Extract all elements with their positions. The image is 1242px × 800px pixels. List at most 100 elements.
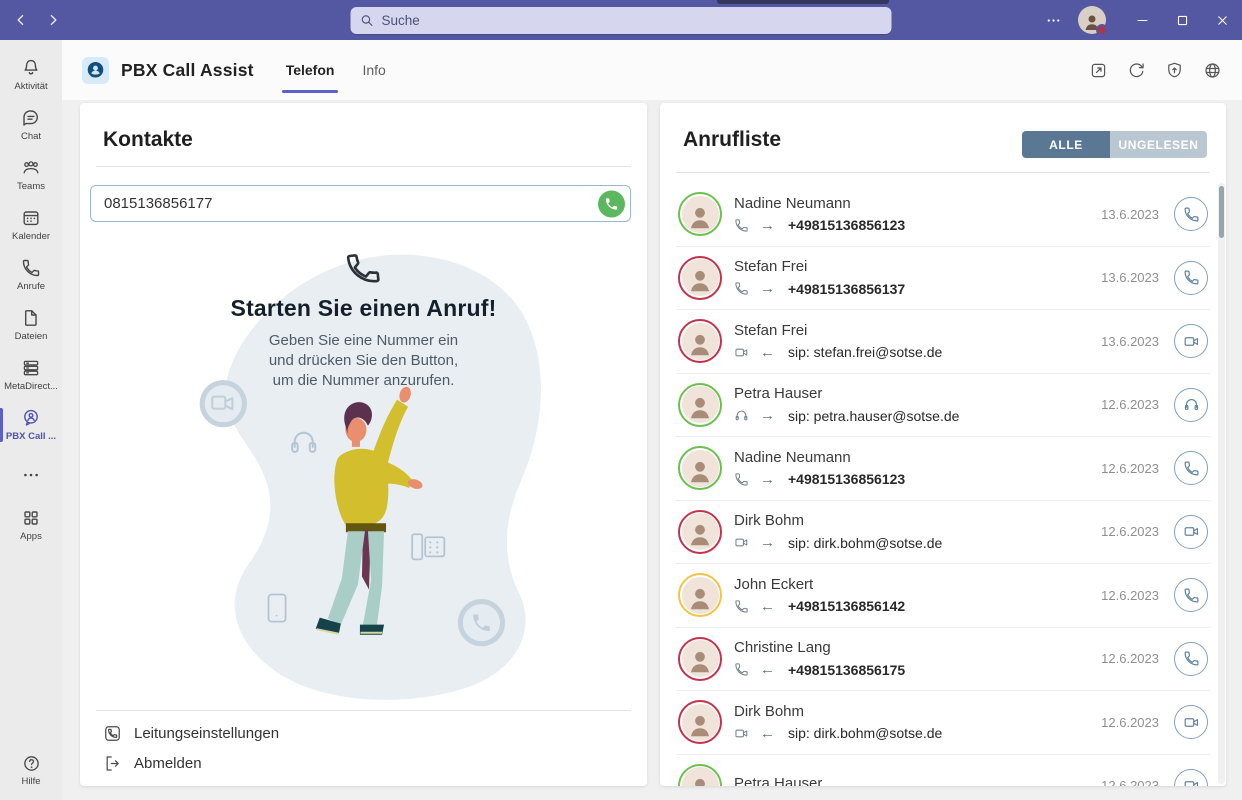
phone-icon	[1183, 587, 1200, 604]
avatar-available	[678, 446, 722, 491]
call-back-button[interactable]	[1174, 578, 1208, 613]
person-icon	[686, 647, 714, 675]
empty-state: Starten Sie einen Anruf! Geben Sie eine …	[80, 250, 647, 391]
call-date: 13.6.2023	[1101, 270, 1159, 286]
minimize-icon	[1135, 13, 1150, 28]
outgoing-arrow: →	[760, 470, 775, 488]
minimize-button[interactable]	[1122, 0, 1162, 40]
video-call-button[interactable]	[1174, 705, 1208, 740]
sidebar-item-teams[interactable]: Teams	[0, 150, 62, 200]
kontakte-panel: Kontakte	[80, 103, 647, 786]
tab-telefon[interactable]: Telefon	[281, 40, 339, 100]
call-list-item[interactable]: Petra Hauser → sip: petra.hauser@sotse.de…	[676, 374, 1210, 437]
call-back-button[interactable]	[1174, 451, 1208, 486]
call-list-item[interactable]: Stefan Frei → +49815136856137 13.6.2023	[676, 247, 1210, 310]
outgoing-arrow: →	[760, 534, 775, 552]
person-icon	[686, 393, 714, 421]
contact-name: Petra Hauser	[734, 774, 823, 786]
video-call-button[interactable]	[1174, 324, 1208, 359]
scrollbar-thumb[interactable]	[1219, 186, 1224, 238]
logout-icon	[103, 754, 122, 773]
app-tabs: Telefon Info	[281, 40, 412, 100]
headset-call-button[interactable]	[1174, 387, 1208, 422]
start-call-button[interactable]	[598, 190, 625, 217]
avatar-available	[678, 382, 722, 427]
call-date: 13.6.2023	[1101, 333, 1159, 349]
outgoing-arrow: →	[760, 280, 775, 298]
call-list-item[interactable]: Petra Hauser 12.6.2023	[676, 755, 1210, 786]
outgoing-arrow: →	[760, 216, 775, 234]
back-button[interactable]	[10, 9, 32, 31]
website-button[interactable]	[1198, 56, 1226, 84]
popout-button[interactable]	[1084, 56, 1112, 84]
sidebar-item-apps[interactable]: Apps	[0, 500, 62, 550]
contact-name: Stefan Frei	[734, 321, 808, 339]
anrufliste-panel: Anrufliste ALLE UNGELESEN Nadine Neumann…	[660, 103, 1226, 786]
maximize-button[interactable]	[1162, 0, 1202, 40]
user-avatar[interactable]	[1078, 6, 1108, 36]
phone-handset-icon	[343, 248, 384, 294]
call-date: 12.6.2023	[1101, 524, 1159, 540]
sidebar-item-metadirectory[interactable]: MetaDirect...	[0, 350, 62, 400]
filter-ungelesen-button[interactable]: UNGELESEN	[1110, 131, 1207, 158]
app-header: PBX Call Assist Telefon Info	[62, 40, 1242, 100]
video-call-button[interactable]	[1174, 768, 1208, 786]
sidebar-item-pbx-call-assist[interactable]: PBX Call ...	[0, 400, 62, 450]
call-date: 12.6.2023	[1101, 651, 1159, 667]
maximize-icon	[1175, 13, 1190, 28]
call-back-button[interactable]	[1174, 197, 1208, 232]
call-list-item[interactable]: Stefan Frei ← sip: stefan.frei@sotse.de 1…	[676, 310, 1210, 374]
sidebar-item-chat[interactable]: Chat	[0, 100, 62, 150]
incoming-arrow: ←	[760, 597, 775, 615]
empty-state-heading: Starten Sie einen Anruf!	[230, 295, 497, 321]
anrufliste-title: Anrufliste	[683, 128, 782, 151]
sidebar-item-hilfe[interactable]: Hilfe	[0, 746, 62, 794]
app-sidebar: Aktivität Chat Teams Kalender Anrufe Dat…	[0, 40, 62, 800]
call-list-item[interactable]: Nadine Neumann → +49815136856123 12.6.202…	[676, 437, 1210, 501]
person-icon	[686, 266, 714, 294]
call-list-item[interactable]: Nadine Neumann → +49815136856123 13.6.202…	[676, 183, 1210, 247]
call-target: sip: petra.hauser@sotse.de	[788, 407, 960, 424]
close-button[interactable]	[1202, 0, 1242, 40]
call-target: sip: stefan.frei@sotse.de	[788, 344, 943, 361]
call-back-button[interactable]	[1174, 641, 1208, 676]
more-options-button[interactable]	[1038, 0, 1068, 40]
avatar-available	[678, 763, 722, 786]
sidebar-item-kalender[interactable]: Kalender	[0, 200, 62, 250]
person-icon	[686, 774, 714, 786]
call-list-item[interactable]: John Eckert ← +49815136856142 12.6.2023	[676, 564, 1210, 628]
sidebar-item-more[interactable]	[0, 450, 62, 500]
phone-number-input[interactable]	[91, 195, 630, 212]
calendar-icon	[21, 208, 41, 228]
refresh-button[interactable]	[1122, 56, 1150, 84]
line-settings-link[interactable]: Leitungseinstellungen	[96, 718, 631, 748]
call-list-item[interactable]: Dirk Bohm → sip: dirk.bohm@sotse.de 12.6.…	[676, 501, 1210, 564]
incoming-arrow: ←	[760, 343, 775, 361]
person-icon	[686, 330, 714, 358]
close-icon	[1215, 13, 1230, 28]
security-button[interactable]	[1160, 56, 1188, 84]
filter-alle-button[interactable]: ALLE	[1022, 131, 1110, 158]
avatar-available	[678, 192, 722, 237]
forward-button[interactable]	[42, 9, 64, 31]
call-list-item[interactable]: Dirk Bohm ← sip: dirk.bohm@sotse.de 12.6.…	[676, 691, 1210, 755]
sidebar-item-aktivitaet[interactable]: Aktivität	[0, 50, 62, 100]
titlebar-right	[1038, 0, 1242, 40]
video-call-button[interactable]	[1174, 514, 1208, 549]
call-back-button[interactable]	[1174, 260, 1208, 295]
desk-phone-icon	[411, 533, 446, 561]
call-list-item[interactable]: Christine Lang ← +49815136856175 12.6.202…	[676, 628, 1210, 691]
search-bar[interactable]	[350, 7, 892, 34]
person-icon	[686, 203, 714, 231]
call-date: 12.6.2023	[1101, 778, 1159, 786]
sidebar-item-dateien[interactable]: Dateien	[0, 300, 62, 350]
search-input[interactable]	[381, 13, 883, 28]
phone-icon	[1183, 206, 1200, 223]
tab-info[interactable]: Info	[360, 40, 387, 100]
nav-buttons	[10, 9, 64, 31]
logout-link[interactable]: Abmelden	[96, 748, 631, 778]
sidebar-item-anrufe[interactable]: Anrufe	[0, 250, 62, 300]
outgoing-arrow: →	[760, 407, 775, 425]
call-list-scrollbar[interactable]	[1218, 183, 1225, 784]
headphones-icon	[291, 431, 317, 453]
